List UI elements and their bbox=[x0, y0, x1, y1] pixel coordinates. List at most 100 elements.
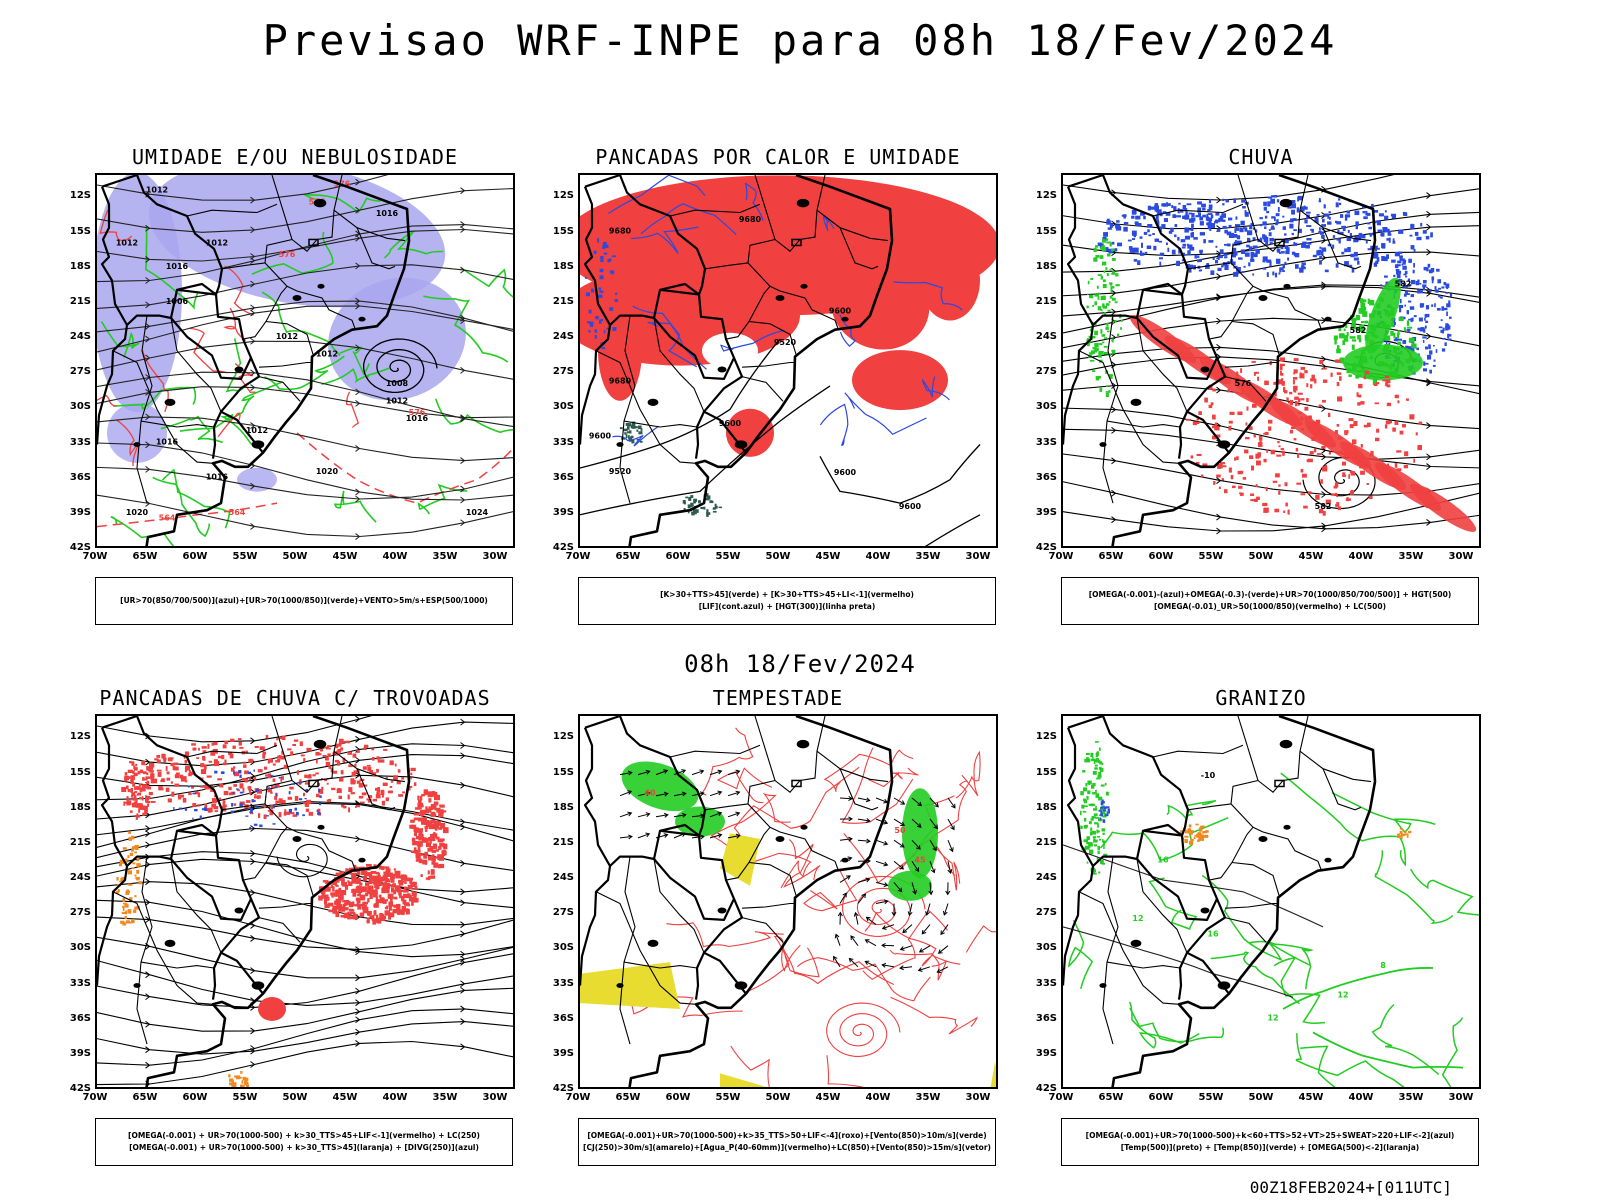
contour-label: 9600 bbox=[834, 468, 857, 477]
lat-tick-label: 21S bbox=[552, 836, 574, 848]
map-plot: -10 16 12 16 12 12 8 bbox=[1061, 714, 1481, 1089]
lon-tick-label: 60W bbox=[665, 1092, 691, 1103]
legend-box: [UR>70(850/700/500)](azul)+[UR>70(1000/8… bbox=[95, 577, 513, 625]
panel-chuva: CHUVA 582 582 576 582 12S 15S 18S 21S 24S 27S 30S 33… bbox=[1021, 145, 1501, 625]
lon-tick-label: 50W bbox=[282, 551, 308, 562]
lat-tick-label: 12S bbox=[69, 731, 91, 743]
lat-tick-label: 36S bbox=[1035, 1012, 1057, 1024]
panel-tempestade: TEMPESTADE 40 50 45 12S 15S 18S 21S 24S 27S 30S 33S… bbox=[538, 686, 1018, 1166]
lon-tick-label: 50W bbox=[1248, 1092, 1274, 1103]
contour-label: 50 bbox=[894, 826, 906, 835]
lat-tick-label: 18S bbox=[552, 260, 574, 272]
contour-label: 9600 bbox=[719, 419, 742, 428]
legend-line: [LIF](cont.azul) + [HGT(300)](linha pret… bbox=[698, 602, 876, 611]
lat-tick-label: 39S bbox=[1035, 506, 1057, 518]
lat-tick-label: 15S bbox=[552, 225, 574, 237]
legend-box: [K>30+TTS>45](verde) + [K>30+TTS>45+LI<-… bbox=[578, 577, 996, 625]
lon-tick-label: 65W bbox=[615, 551, 641, 562]
panel-umidade: UMIDADE E/OU NEBULOSIDADE 1012 1012 1016 101… bbox=[55, 145, 535, 625]
contour-label: 564 bbox=[229, 508, 246, 517]
lat-tick-label: 30S bbox=[552, 942, 574, 954]
lat-tick-label: 36S bbox=[552, 471, 574, 483]
lon-tick-label: 30W bbox=[965, 1092, 991, 1103]
contour-label: 9680 bbox=[609, 377, 632, 386]
map-plot: 40 50 45 bbox=[578, 714, 998, 1089]
map-plot: 9680 9680 9680 9600 9520 9600 9600 9600 9520 9600 bbox=[578, 173, 998, 548]
lon-tick-label: 40W bbox=[865, 1092, 891, 1103]
contour-label: 9600 bbox=[589, 432, 612, 441]
lat-tick-label: 42S bbox=[552, 1083, 574, 1094]
panel-title: GRANIZO bbox=[1215, 686, 1307, 710]
lat-tick-label: 15S bbox=[69, 225, 91, 237]
lat-tick-label: 39S bbox=[552, 1047, 574, 1059]
panel-trovoadas: PANCADAS DE CHUVA C/ TROVOADAS 12S 15S 18S 2… bbox=[55, 686, 535, 1166]
contour-label: 1012 bbox=[316, 350, 338, 359]
lon-tick-label: 50W bbox=[282, 1092, 308, 1103]
panel-title: PANCADAS POR CALOR E UMIDADE bbox=[595, 145, 961, 169]
lat-tick-label: 18S bbox=[1035, 260, 1057, 272]
contour-label: 576 bbox=[279, 250, 296, 259]
lat-tick-label: 30S bbox=[69, 942, 91, 954]
lat-tick-label: 36S bbox=[552, 1012, 574, 1024]
legend-box: [OMEGA(-0.001)+UR>70(1000-500)+k<60+TTS>… bbox=[1061, 1118, 1479, 1166]
legend-box: [OMEGA(-0.001)+UR>70(1000-500)+k>35_TTS>… bbox=[578, 1118, 996, 1166]
contour-label: 1012 bbox=[276, 332, 298, 341]
lon-tick-label: 55W bbox=[232, 1092, 258, 1103]
contour-label: 8 bbox=[1380, 961, 1386, 970]
legend-line: [K>30+TTS>45](verde) + [K>30+TTS>45+LI<-… bbox=[660, 590, 914, 599]
main-title: Previsao WRF-INPE para 08h 18/Fev/2024 bbox=[262, 16, 1338, 65]
lat-tick-label: 27S bbox=[69, 366, 91, 378]
contour-label: 9600 bbox=[899, 502, 922, 511]
lat-tick-label: 21S bbox=[69, 295, 91, 307]
lon-tick-label: 60W bbox=[1148, 1092, 1174, 1103]
lon-tick-label: 65W bbox=[132, 1092, 158, 1103]
lon-tick-label: 70W bbox=[1048, 1092, 1074, 1103]
legend-line: [OMEGA(-0.001)+UR>70(1000-500)+k>35_TTS>… bbox=[587, 1131, 987, 1140]
panel-title: CHUVA bbox=[1228, 145, 1294, 169]
panel-granizo: GRANIZO -10 16 12 16 12 12 8 12S 15S 18S 21S 24S 27S 3… bbox=[1021, 686, 1501, 1166]
lon-tick-label: 50W bbox=[765, 551, 791, 562]
legend-line: [OMEGA(-0.001)-(azul)+OMEGA(-0.3)-(verde… bbox=[1088, 590, 1452, 599]
panel-title: PANCADAS DE CHUVA C/ TROVOADAS bbox=[99, 686, 491, 710]
lon-tick-label: 55W bbox=[1198, 1092, 1224, 1103]
lat-tick-label: 42S bbox=[69, 1083, 91, 1094]
map-plot: 582 582 576 582 bbox=[1061, 173, 1481, 548]
lon-tick-label: 45W bbox=[332, 551, 358, 562]
lon-tick-label: 50W bbox=[765, 1092, 791, 1103]
lat-tick-label: 36S bbox=[69, 471, 91, 483]
contour-label: 1012 bbox=[246, 426, 268, 435]
contour-label: 576 bbox=[409, 408, 426, 417]
contour-label: 45 bbox=[914, 855, 926, 864]
lat-tick-label: 36S bbox=[69, 1012, 91, 1024]
contour-label: 12 bbox=[1337, 990, 1348, 999]
lon-tick-label: 30W bbox=[965, 551, 991, 562]
contour-label: 582 bbox=[1315, 502, 1332, 511]
lat-tick-label: 15S bbox=[552, 766, 574, 778]
contour-label: -10 bbox=[1201, 771, 1216, 780]
contour-label: 12 bbox=[1132, 914, 1143, 923]
lon-tick-label: 70W bbox=[82, 1092, 108, 1103]
lat-tick-label: 27S bbox=[552, 366, 574, 378]
lon-tick-label: 30W bbox=[482, 551, 508, 562]
lon-tick-label: 55W bbox=[715, 1092, 741, 1103]
lat-tick-label: 21S bbox=[1035, 836, 1057, 848]
contour-label: 1016 bbox=[156, 438, 179, 447]
contour-label: 1012 bbox=[386, 397, 408, 406]
contour-label: 1012 bbox=[146, 186, 168, 195]
lon-tick-label: 60W bbox=[665, 551, 691, 562]
contour-label: 16 bbox=[1207, 929, 1219, 938]
lon-tick-label: 50W bbox=[1248, 551, 1274, 562]
lat-tick-label: 12S bbox=[1035, 731, 1057, 743]
contour-label: 1012 bbox=[116, 238, 138, 247]
lon-tick-label: 55W bbox=[715, 551, 741, 562]
lat-tick-label: 39S bbox=[1035, 1047, 1057, 1059]
contour-label: 1020 bbox=[126, 508, 149, 517]
contour-label: 1012 bbox=[206, 238, 228, 247]
lon-tick-label: 40W bbox=[382, 1092, 408, 1103]
contour-label: 582 bbox=[1395, 279, 1412, 288]
lat-tick-label: 30S bbox=[1035, 401, 1057, 413]
lon-tick-label: 40W bbox=[1348, 1092, 1374, 1103]
lat-tick-label: 27S bbox=[1035, 907, 1057, 919]
lat-tick-label: 33S bbox=[1035, 977, 1057, 989]
lon-tick-label: 35W bbox=[432, 551, 458, 562]
